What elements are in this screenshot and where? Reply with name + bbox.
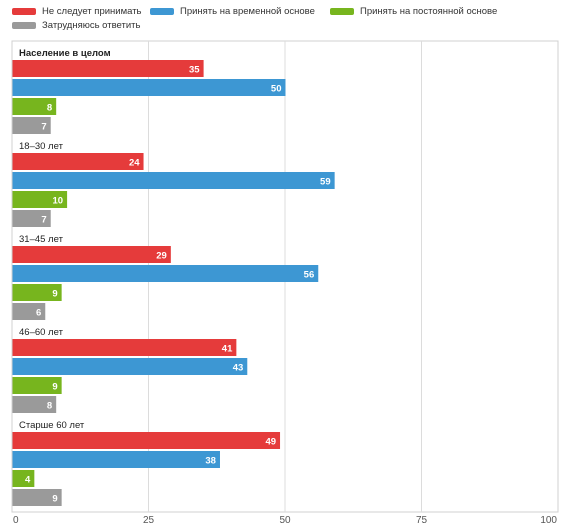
bar-value-label: 8 bbox=[47, 103, 52, 114]
bar-2-0[interactable] bbox=[12, 98, 57, 115]
bar-1-2[interactable] bbox=[12, 265, 319, 282]
bar-2-1[interactable] bbox=[12, 191, 68, 208]
category-label: 46–60 лет bbox=[19, 327, 64, 338]
bar-value-label: 59 bbox=[320, 177, 331, 188]
category-label: 18–30 лет bbox=[19, 141, 64, 152]
chart-legend: Не следует принимать Принять на временно… bbox=[0, 0, 570, 40]
bar-tip bbox=[12, 377, 18, 394]
bar-value-label: 43 bbox=[233, 363, 244, 374]
legend-label-1: Принять на временной основе bbox=[180, 6, 315, 17]
legend-item-2[interactable]: Принять на постоянной основе bbox=[330, 6, 497, 17]
bar-1-1[interactable] bbox=[12, 172, 335, 189]
bar-1-3[interactable] bbox=[12, 358, 248, 375]
legend-label-3: Затрудняюсь ответить bbox=[42, 20, 141, 31]
legend-item-1[interactable]: Принять на временной основе bbox=[150, 6, 315, 17]
x-tick-label: 50 bbox=[279, 515, 291, 526]
bar-1-4[interactable] bbox=[12, 451, 220, 468]
bar-value-label: 10 bbox=[53, 196, 64, 207]
bar-3-3[interactable] bbox=[12, 396, 57, 413]
bar-value-label: 56 bbox=[304, 270, 315, 281]
bar-0-3[interactable] bbox=[12, 339, 237, 356]
bar-tip bbox=[12, 60, 18, 77]
bar-tip bbox=[12, 153, 18, 170]
bar-tip bbox=[12, 432, 18, 449]
bar-2-2[interactable] bbox=[12, 284, 62, 301]
bar-tip bbox=[12, 470, 18, 487]
legend-swatch-3 bbox=[12, 21, 36, 29]
bar-tip bbox=[12, 489, 18, 506]
bar-tip bbox=[12, 79, 18, 96]
x-tick-label: 0 bbox=[13, 515, 19, 526]
bar-value-label: 9 bbox=[52, 494, 57, 505]
bar-value-label: 50 bbox=[271, 84, 282, 95]
bar-value-label: 7 bbox=[41, 122, 46, 133]
bar-value-label: 49 bbox=[265, 437, 276, 448]
bar-tip bbox=[12, 191, 18, 208]
legend-swatch-1 bbox=[150, 7, 174, 15]
bar-value-label: 24 bbox=[129, 158, 140, 169]
bar-tip bbox=[12, 98, 18, 115]
bar-3-1[interactable] bbox=[12, 210, 51, 227]
bar-value-label: 4 bbox=[25, 475, 31, 486]
bar-value-label: 29 bbox=[156, 251, 167, 262]
bar-2-4[interactable] bbox=[12, 470, 35, 487]
bar-value-label: 7 bbox=[41, 215, 46, 226]
bar-1-0[interactable] bbox=[12, 79, 286, 96]
bar-tip bbox=[12, 117, 18, 134]
x-tick-label: 75 bbox=[416, 515, 428, 526]
bar-tip bbox=[12, 451, 18, 468]
bar-tip bbox=[12, 303, 18, 320]
bar-0-0[interactable] bbox=[12, 60, 204, 77]
bar-0-4[interactable] bbox=[12, 432, 281, 449]
x-tick-label: 25 bbox=[143, 515, 155, 526]
bar-tip bbox=[12, 210, 18, 227]
bar-3-2[interactable] bbox=[12, 303, 46, 320]
bar-value-label: 8 bbox=[47, 401, 52, 412]
bar-3-4[interactable] bbox=[12, 489, 62, 506]
bar-value-label: 38 bbox=[205, 456, 216, 467]
bar-tip bbox=[12, 339, 18, 356]
bar-value-label: 9 bbox=[52, 289, 57, 300]
bar-value-label: 9 bbox=[52, 382, 57, 393]
legend-label-0: Не следует принимать bbox=[42, 6, 142, 17]
bar-value-label: 6 bbox=[36, 308, 41, 319]
category-label: Население в целом bbox=[19, 48, 111, 59]
category-label: 31–45 лет bbox=[19, 234, 64, 245]
legend-label-2: Принять на постоянной основе bbox=[360, 6, 498, 17]
bar-3-0[interactable] bbox=[12, 117, 51, 134]
bar-tip bbox=[12, 284, 18, 301]
x-tick-label: 100 bbox=[540, 515, 557, 526]
legend-item-3[interactable]: Затрудняюсь ответить bbox=[12, 20, 140, 31]
bar-tip bbox=[12, 265, 18, 282]
legend-item-0[interactable]: Не следует принимать bbox=[12, 6, 142, 17]
bar-value-label: 41 bbox=[222, 344, 233, 355]
bar-value-label: 35 bbox=[189, 65, 200, 76]
bar-tip bbox=[12, 172, 18, 189]
bar-0-2[interactable] bbox=[12, 246, 171, 263]
legend-swatch-0 bbox=[12, 7, 36, 15]
category-label: Старше 60 лет bbox=[19, 420, 85, 431]
bar-tip bbox=[12, 396, 18, 413]
bar-2-3[interactable] bbox=[12, 377, 62, 394]
legend-swatch-2 bbox=[330, 7, 354, 15]
bar-tip bbox=[12, 358, 18, 375]
bar-0-1[interactable] bbox=[12, 153, 144, 170]
bar-tip bbox=[12, 246, 18, 263]
